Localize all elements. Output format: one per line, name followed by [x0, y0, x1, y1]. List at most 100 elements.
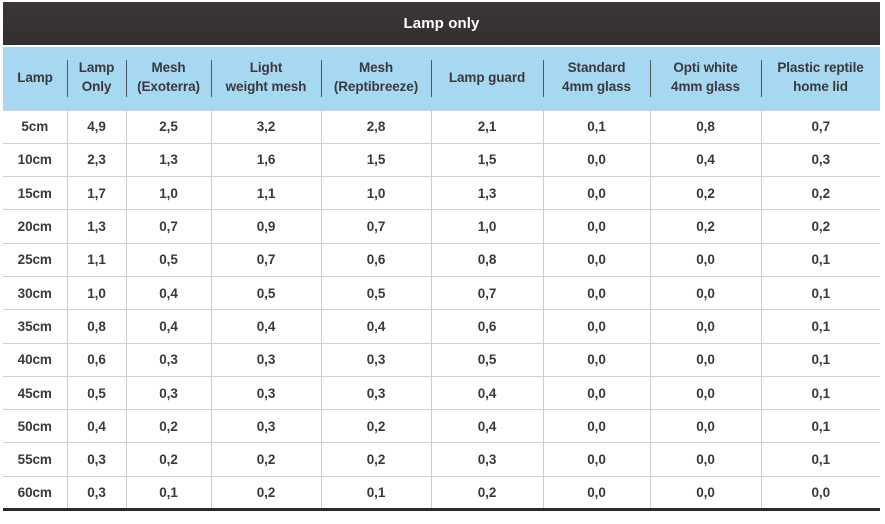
- cell: 0,4: [126, 275, 212, 310]
- table-row: 30cm 1,0 0,4 0,5 0,5 0,7 0,0 0,0 0,1: [3, 275, 880, 310]
- column-header-3: Light weight mesh: [211, 47, 321, 110]
- cell: 0,5: [211, 275, 322, 310]
- cell: 0,1: [761, 342, 880, 377]
- table-row: 5cm 4,9 2,5 3,2 2,8 2,1 0,1 0,8 0,7: [3, 109, 880, 144]
- row-label: 40cm: [3, 342, 68, 377]
- cell: 0,0: [650, 342, 762, 377]
- cell: 0,0: [650, 375, 762, 410]
- cell: 0,2: [650, 176, 762, 210]
- table-row: 60cm 0,3 0,1 0,2 0,1 0,2 0,0 0,0 0,0: [3, 475, 880, 510]
- cell: 1,7: [67, 176, 127, 210]
- cell: 0,3: [126, 342, 212, 377]
- cell: 1,0: [431, 209, 544, 244]
- cell: 0,2: [321, 442, 432, 477]
- cell: 0,4: [126, 309, 212, 344]
- cell: 1,0: [67, 275, 127, 310]
- table-title: Lamp only: [403, 15, 480, 32]
- table-title-bar: Lamp only: [3, 2, 880, 45]
- cell: 1,3: [431, 176, 544, 210]
- cell: 2,1: [431, 109, 544, 144]
- column-header-4: Mesh (Reptibreeze): [321, 47, 431, 110]
- column-header-7: Opti white 4mm glass: [650, 47, 761, 110]
- cell: 0,0: [650, 475, 762, 510]
- cell: 1,3: [67, 209, 127, 244]
- row-label: 45cm: [3, 375, 68, 410]
- cell: 0,0: [543, 275, 651, 310]
- cell: 0,1: [761, 309, 880, 344]
- cell: 0,7: [211, 242, 322, 277]
- cell: 4,9: [67, 109, 127, 144]
- cell: 0,0: [543, 409, 651, 443]
- cell: 0,2: [650, 209, 762, 244]
- cell: 0,3: [67, 475, 127, 510]
- cell: 0,0: [543, 309, 651, 344]
- row-label: 5cm: [3, 109, 68, 144]
- cell: 0,2: [321, 409, 432, 443]
- cell: 0,0: [543, 209, 651, 244]
- cell: 0,4: [431, 409, 544, 443]
- cell: 0,3: [211, 342, 322, 377]
- cell: 0,1: [321, 475, 432, 510]
- cell: 2,5: [126, 109, 212, 144]
- row-label: 20cm: [3, 209, 68, 244]
- cell: 0,5: [67, 375, 127, 410]
- row-label: 35cm: [3, 309, 68, 344]
- data-table: Lamp Lamp Only Mesh (Exoterra) Light weight…: [3, 47, 880, 512]
- table-row: 10cm 2,3 1,3 1,6 1,5 1,5 0,0 0,4 0,3: [3, 142, 880, 177]
- cell: 0,6: [431, 309, 544, 344]
- cell: 0,0: [543, 475, 651, 510]
- cell: 0,0: [650, 242, 762, 277]
- cell: 0,9: [211, 209, 322, 244]
- cell: 0,1: [761, 409, 880, 443]
- cell: 1,0: [126, 176, 212, 210]
- cell: 1,6: [211, 142, 322, 177]
- table-row: 20cm 1,3 0,7 0,9 0,7 1,0 0,0 0,2 0,2: [3, 209, 880, 244]
- cell: 0,7: [761, 109, 880, 144]
- cell: 1,5: [321, 142, 432, 177]
- cell: 0,5: [431, 342, 544, 377]
- cell: 0,3: [431, 442, 544, 477]
- cell: 0,0: [543, 142, 651, 177]
- cell: 3,2: [211, 109, 322, 144]
- cell: 0,0: [543, 342, 651, 377]
- cell: 0,0: [543, 375, 651, 410]
- cell: 0,1: [761, 375, 880, 410]
- table-row: 55cm 0,3 0,2 0,2 0,2 0,3 0,0 0,0 0,1: [3, 442, 880, 477]
- cell: 0,1: [126, 475, 212, 510]
- cell: 0,7: [431, 275, 544, 310]
- cell: 0,3: [761, 142, 880, 177]
- table-row: 15cm 1,7 1,0 1,1 1,0 1,3 0,0 0,2 0,2: [3, 176, 880, 210]
- cell: 0,4: [321, 309, 432, 344]
- cell: 0,1: [761, 275, 880, 310]
- cell: 0,1: [543, 109, 651, 144]
- cell: 0,8: [650, 109, 762, 144]
- cell: 0,5: [126, 242, 212, 277]
- cell: 0,0: [543, 176, 651, 210]
- cell: 0,3: [321, 375, 432, 410]
- cell: 0,6: [321, 242, 432, 277]
- row-label: 30cm: [3, 275, 68, 310]
- column-header-0: Lamp: [17, 69, 53, 85]
- column-header-5: Lamp guard: [431, 47, 543, 110]
- table-row: 40cm 0,6 0,3 0,3 0,3 0,5 0,0 0,0 0,1: [3, 342, 880, 377]
- cell: 0,4: [431, 375, 544, 410]
- column-header-6: Standard 4mm glass: [543, 47, 650, 110]
- cell: 0,7: [126, 209, 212, 244]
- lamp-transmission-table: Lamp only Lamp Lamp Only Mesh (Exoterra) Li…: [3, 2, 880, 512]
- cell: 0,4: [211, 309, 322, 344]
- cell: 0,2: [211, 475, 322, 510]
- cell: 0,2: [211, 442, 322, 477]
- cell: 1,1: [211, 176, 322, 210]
- cell: 0,2: [126, 442, 212, 477]
- cell: 1,3: [126, 142, 212, 177]
- row-label: 55cm: [3, 442, 68, 477]
- row-label: 60cm: [3, 475, 68, 510]
- cell: 0,0: [650, 309, 762, 344]
- row-label: 10cm: [3, 142, 68, 177]
- cell: 0,5: [321, 275, 432, 310]
- cell: 1,0: [321, 176, 432, 210]
- row-label: 25cm: [3, 242, 68, 277]
- cell: 0,3: [321, 342, 432, 377]
- table-row: 45cm 0,5 0,3 0,3 0,3 0,4 0,0 0,0 0,1: [3, 375, 880, 410]
- column-header-row: Lamp Lamp Only Mesh (Exoterra) Light weight…: [3, 47, 880, 110]
